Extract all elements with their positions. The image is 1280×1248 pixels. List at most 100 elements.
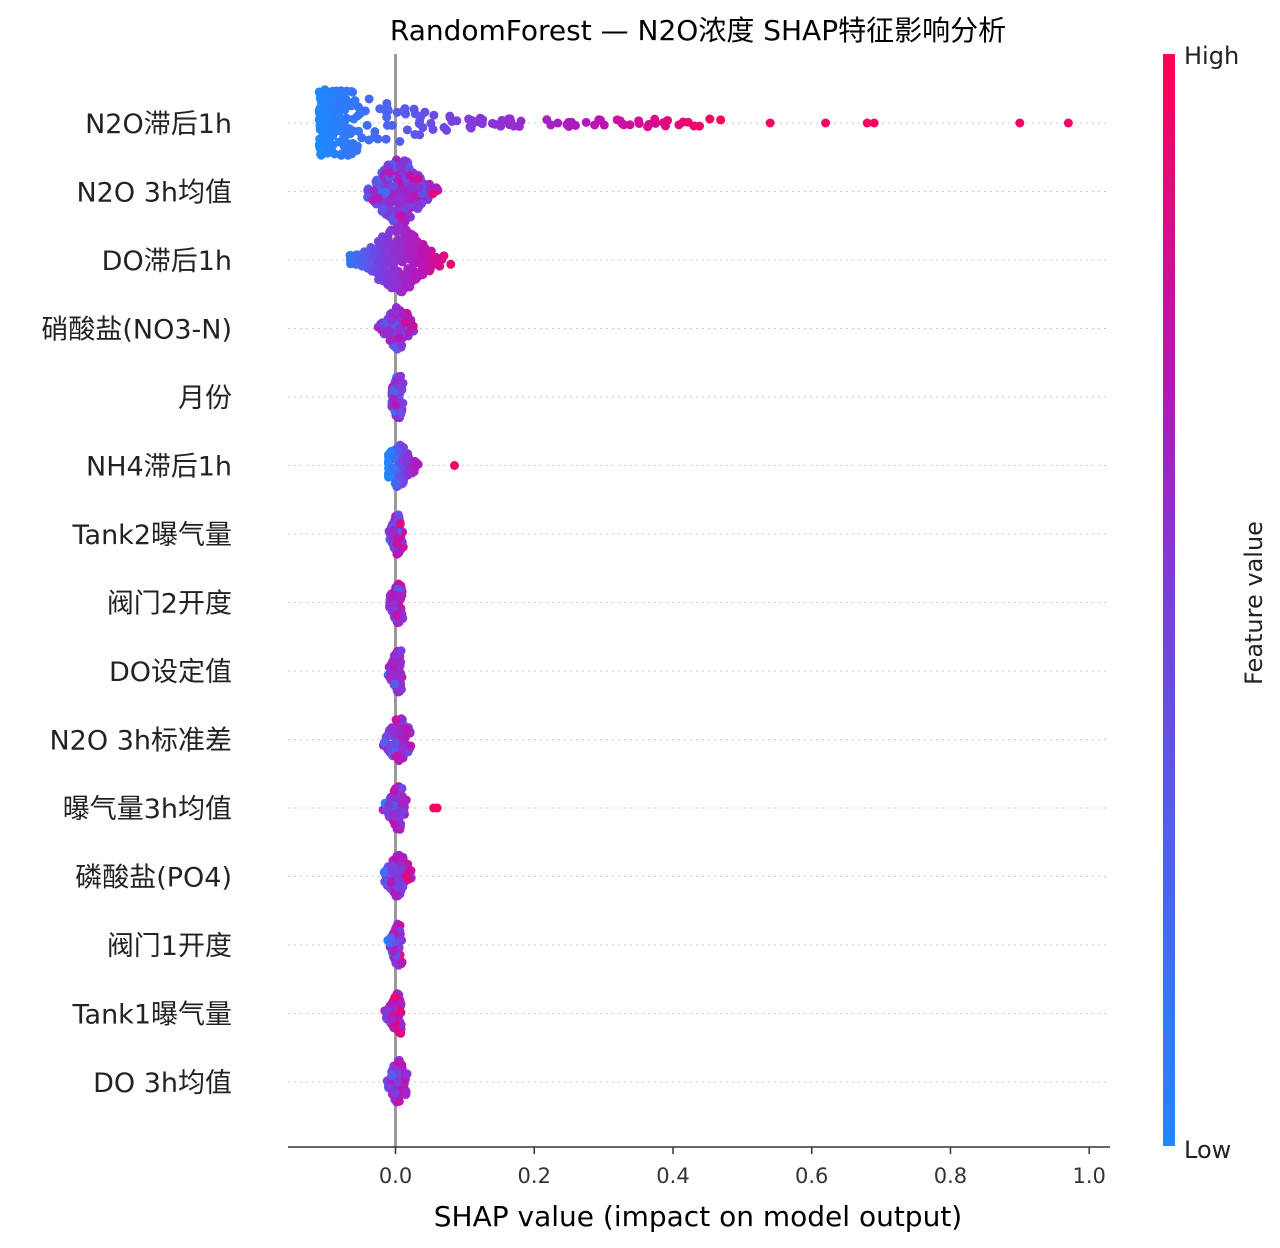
- shap-point: [399, 798, 409, 808]
- shap-point: [376, 237, 386, 247]
- feature-label: NH4滞后1h: [86, 452, 232, 483]
- shap-point: [387, 1015, 397, 1025]
- shap-point: [388, 454, 398, 464]
- x-tick-label: 1.0: [1072, 1164, 1105, 1188]
- shap-point: [546, 120, 556, 130]
- shap-point: [397, 853, 407, 863]
- shap-point: [408, 245, 418, 255]
- shap-point: [388, 463, 398, 473]
- shap-outlier-point: [821, 118, 831, 128]
- shap-point: [446, 259, 456, 269]
- shap-point: [410, 109, 420, 119]
- shap-point: [394, 222, 404, 232]
- shap-point: [683, 117, 693, 127]
- shap-point: [326, 107, 336, 117]
- feature-label: Tank2曝气量: [72, 520, 233, 551]
- shap-point: [411, 274, 421, 284]
- shap-point: [385, 471, 395, 481]
- shap-point: [663, 115, 673, 125]
- shap-point: [394, 324, 404, 334]
- shap-point: [394, 380, 404, 390]
- shap-point: [619, 120, 629, 130]
- shap-point: [445, 111, 455, 121]
- feature-label: N2O滞后1h: [85, 109, 232, 140]
- shap-point: [705, 114, 715, 124]
- shap-point: [355, 105, 365, 115]
- feature-label: 月份: [178, 383, 232, 414]
- feature-label: 磷酸盐(PO4): [75, 863, 232, 894]
- x-tick-label: 0.6: [795, 1164, 828, 1188]
- shap-point: [650, 114, 660, 124]
- shap-point: [332, 99, 342, 109]
- shap-point: [329, 121, 339, 131]
- shap-point: [331, 112, 341, 122]
- shap-point: [364, 257, 374, 267]
- shap-point: [388, 525, 398, 535]
- shap-point: [581, 117, 591, 127]
- shap-point: [362, 249, 372, 259]
- shap-point: [391, 752, 401, 762]
- shap-point: [411, 460, 421, 470]
- colorbar-low-label: Low: [1184, 1136, 1231, 1164]
- shap-point: [385, 671, 395, 681]
- shap-point: [477, 119, 487, 129]
- shap-point: [634, 116, 644, 126]
- shap-point: [404, 164, 414, 174]
- shap-point: [342, 148, 352, 158]
- x-tick-label: 0.0: [379, 1164, 412, 1188]
- shap-outlier-point: [862, 118, 872, 128]
- feature-label: 阀门1开度: [107, 931, 232, 962]
- shap-point: [390, 246, 400, 256]
- shap-point: [466, 123, 476, 133]
- shap-point: [674, 120, 684, 130]
- shap-point: [390, 658, 400, 668]
- shap-point: [351, 259, 361, 269]
- shap-point: [385, 168, 395, 178]
- shap-point: [413, 200, 423, 210]
- shap-point: [496, 121, 506, 131]
- shap-point: [369, 246, 379, 256]
- shap-point: [504, 114, 514, 124]
- shap-point: [382, 112, 392, 122]
- shap-point: [382, 103, 392, 113]
- shap-point: [405, 212, 415, 222]
- shap-point: [406, 194, 416, 204]
- shap-point: [399, 156, 409, 166]
- shap-point: [352, 141, 362, 151]
- shap-point: [416, 260, 426, 270]
- shap-point: [394, 548, 404, 558]
- shap-point: [590, 120, 600, 130]
- shap-point: [394, 686, 404, 696]
- shap-point: [439, 251, 449, 261]
- shap-point: [406, 183, 416, 193]
- shap-point: [394, 591, 404, 601]
- shap-outlier-point: [765, 118, 775, 128]
- shap-point: [418, 122, 428, 132]
- shap-point: [387, 1071, 397, 1081]
- shap-point: [391, 890, 401, 900]
- shap-point: [418, 239, 428, 249]
- shap-point: [439, 123, 449, 133]
- feature-gridlines: [288, 122, 1110, 1083]
- shap-point: [323, 93, 333, 103]
- shap-point: [353, 250, 363, 260]
- shap-point: [402, 277, 412, 287]
- shap-point: [392, 446, 402, 456]
- shap-point: [396, 959, 406, 969]
- shap-point: [386, 315, 396, 325]
- shap-outlier-point: [869, 118, 879, 128]
- shap-point: [419, 248, 429, 258]
- shap-outlier-point: [449, 461, 459, 470]
- shap-point: [390, 867, 400, 877]
- shap-point: [373, 134, 383, 144]
- shap-point: [392, 539, 402, 549]
- shap-point: [396, 646, 406, 656]
- shap-point: [386, 878, 396, 888]
- shap-point: [345, 100, 355, 110]
- shap-point: [401, 870, 411, 880]
- shap-point: [400, 270, 410, 280]
- shap-point: [393, 1077, 403, 1087]
- shap-point: [428, 189, 438, 199]
- chart-title: RandomForest — N2O浓度 SHAP特征影响分析: [390, 14, 1006, 47]
- shap-point: [390, 738, 400, 748]
